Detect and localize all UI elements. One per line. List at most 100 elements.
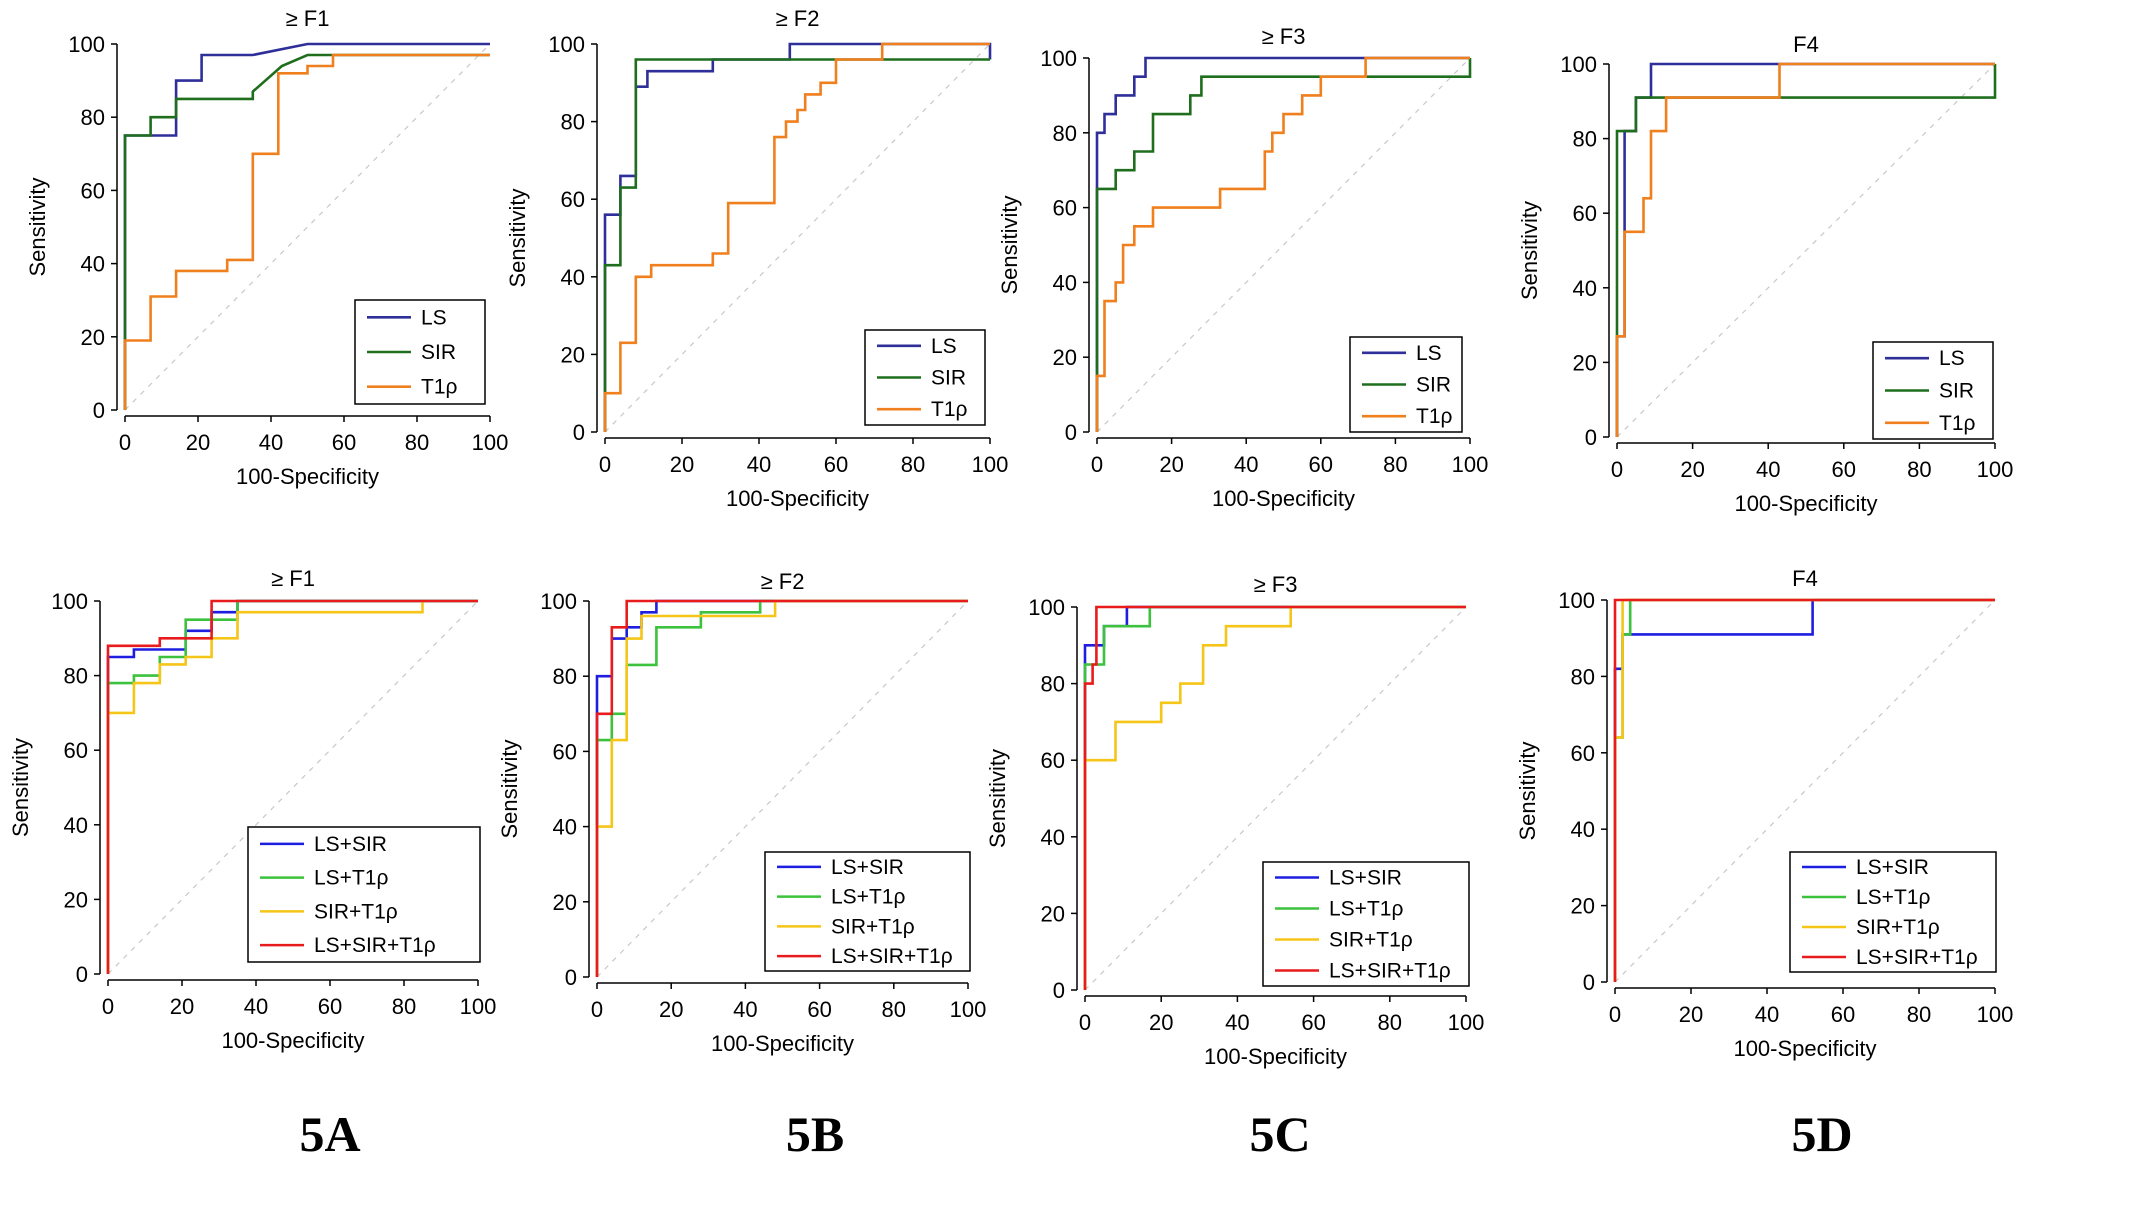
x-tick-label: 40 xyxy=(733,997,757,1022)
x-tick-label: 20 xyxy=(1680,457,1704,482)
y-tick-label: 0 xyxy=(93,398,105,423)
roc-curve-sir xyxy=(1615,64,1997,437)
legend-box xyxy=(764,851,971,972)
y-tick-label: 0 xyxy=(565,965,577,990)
chart-title: F4 xyxy=(1792,566,1818,591)
y-tick-label: 100 xyxy=(1560,52,1597,77)
legend-box xyxy=(1789,851,1997,973)
x-tick-label: 100 xyxy=(1977,1002,2014,1027)
roc-curve-sir-t1- xyxy=(1083,605,1466,990)
x-tick-label: 80 xyxy=(1383,452,1407,477)
roc-curve-sir xyxy=(603,58,990,432)
legend-label: LS+SIR+T1ρ xyxy=(1329,960,1451,983)
roc-curve-sir-t1- xyxy=(106,601,424,974)
y-tick-label: 100 xyxy=(540,589,577,614)
x-axis-label: 100-Specificity xyxy=(726,486,869,511)
x-tick-label: 80 xyxy=(882,997,906,1022)
y-tick-label: 0 xyxy=(1053,978,1065,1003)
roc-curve-ls-t1- xyxy=(1083,605,1466,990)
legend-label: T1ρ xyxy=(1416,405,1453,428)
legend-label: LS+SIR xyxy=(1329,867,1402,890)
legend-label: LS xyxy=(1416,342,1442,365)
x-tick-label: 0 xyxy=(1091,452,1103,477)
y-axis-label: Sensitivity xyxy=(1515,741,1540,840)
figure-label-5b: 5B xyxy=(785,1106,845,1162)
x-tick-label: 0 xyxy=(1609,1002,1621,1027)
y-tick-label: 40 xyxy=(81,252,105,277)
x-tick-label: 100 xyxy=(1452,452,1489,477)
x-tick-label: 100 xyxy=(472,430,509,455)
x-tick-label: 100 xyxy=(972,452,1009,477)
roc-curve-ls-sir-t1- xyxy=(1083,605,1466,990)
y-tick-label: 60 xyxy=(561,187,585,212)
legend-label: SIR xyxy=(421,341,456,364)
x-tick-label: 40 xyxy=(259,430,283,455)
legend-label: LS xyxy=(931,335,957,358)
y-tick-label: 20 xyxy=(1573,350,1597,375)
legend-label: SIR+T1ρ xyxy=(1329,929,1413,952)
y-tick-label: 80 xyxy=(1041,672,1065,697)
x-tick-label: 20 xyxy=(186,430,210,455)
y-tick-label: 40 xyxy=(1041,825,1065,850)
chart-title: F4 xyxy=(1793,32,1819,57)
legend-box xyxy=(247,826,481,963)
legend-label: LS+SIR+T1ρ xyxy=(1856,946,1978,969)
y-tick-label: 40 xyxy=(64,813,88,838)
y-tick-label: 80 xyxy=(1573,127,1597,152)
roc-curve-sir-t1- xyxy=(595,599,968,977)
x-tick-label: 60 xyxy=(1831,1002,1855,1027)
roc-curve-sir xyxy=(123,53,490,410)
legend-label: LS+SIR xyxy=(314,833,387,856)
roc-panel-5: ≥ F1 0 20 40 60 80 100 0 20 40 60 80 100 100-Specific… xyxy=(8,566,496,1053)
x-tick-label: 0 xyxy=(1611,457,1623,482)
roc-curve-ls xyxy=(1095,56,1470,432)
reference-diagonal xyxy=(604,43,991,433)
legend: LS+SIR LS+T1ρ SIR+T1ρ LS+SIR+T1ρ xyxy=(247,826,481,963)
y-tick-label: 80 xyxy=(561,110,585,135)
x-tick-label: 80 xyxy=(1907,1002,1931,1027)
x-tick-label: 0 xyxy=(599,452,611,477)
chart-title: ≥ F3 xyxy=(1254,572,1298,597)
roc-curve-t1- xyxy=(603,42,990,432)
y-tick-label: 20 xyxy=(1053,345,1077,370)
x-tick-label: 40 xyxy=(244,994,268,1019)
legend-label: LS+SIR xyxy=(1856,856,1929,879)
chart-title: ≥ F1 xyxy=(271,566,315,591)
y-tick-label: 0 xyxy=(1585,425,1597,450)
x-axis-label: 100-Specificity xyxy=(711,1031,854,1056)
legend-label: SIR+T1ρ xyxy=(1856,916,1940,939)
x-axis-label: 100-Specificity xyxy=(1212,486,1355,511)
x-tick-label: 60 xyxy=(1301,1010,1325,1035)
roc-curve-ls-sir-t1- xyxy=(595,599,968,977)
reference-diagonal xyxy=(1614,599,1996,983)
y-tick-label: 0 xyxy=(1583,970,1595,995)
x-axis-label: 100-Specificity xyxy=(221,1028,364,1053)
x-tick-label: 0 xyxy=(119,430,131,455)
x-tick-label: 20 xyxy=(1149,1010,1173,1035)
y-tick-label: 20 xyxy=(1571,894,1595,919)
roc-curve-ls-sir-t1- xyxy=(106,599,478,974)
figure-label-5a: 5A xyxy=(299,1106,361,1162)
legend-label: LS+T1ρ xyxy=(314,867,388,890)
legend-label: LS+SIR+T1ρ xyxy=(314,934,436,957)
chart-title: ≥ F1 xyxy=(286,6,330,31)
x-tick-label: 0 xyxy=(102,994,114,1019)
x-tick-label: 40 xyxy=(1756,457,1780,482)
y-tick-label: 100 xyxy=(1040,46,1077,71)
x-tick-label: 100 xyxy=(1977,457,2014,482)
reference-diagonal xyxy=(1084,606,1467,991)
legend-label: LS+T1ρ xyxy=(831,886,905,909)
roc-panel-1: ≥ F1 0 20 40 60 80 100 0 20 40 60 80 100 100-Specific… xyxy=(25,6,508,489)
y-tick-label: 20 xyxy=(64,887,88,912)
y-tick-label: 60 xyxy=(64,738,88,763)
x-tick-label: 60 xyxy=(807,997,831,1022)
figure-label-5c: 5C xyxy=(1249,1106,1311,1162)
x-tick-label: 0 xyxy=(591,997,603,1022)
legend-label: SIR xyxy=(931,367,966,390)
x-tick-label: 60 xyxy=(1832,457,1856,482)
x-tick-label: 60 xyxy=(824,452,848,477)
x-tick-label: 80 xyxy=(901,452,925,477)
legend: LS SIR T1ρ xyxy=(1349,336,1463,433)
figure-label-5d: 5D xyxy=(1791,1106,1853,1162)
legend-label: LS+SIR xyxy=(831,856,904,879)
